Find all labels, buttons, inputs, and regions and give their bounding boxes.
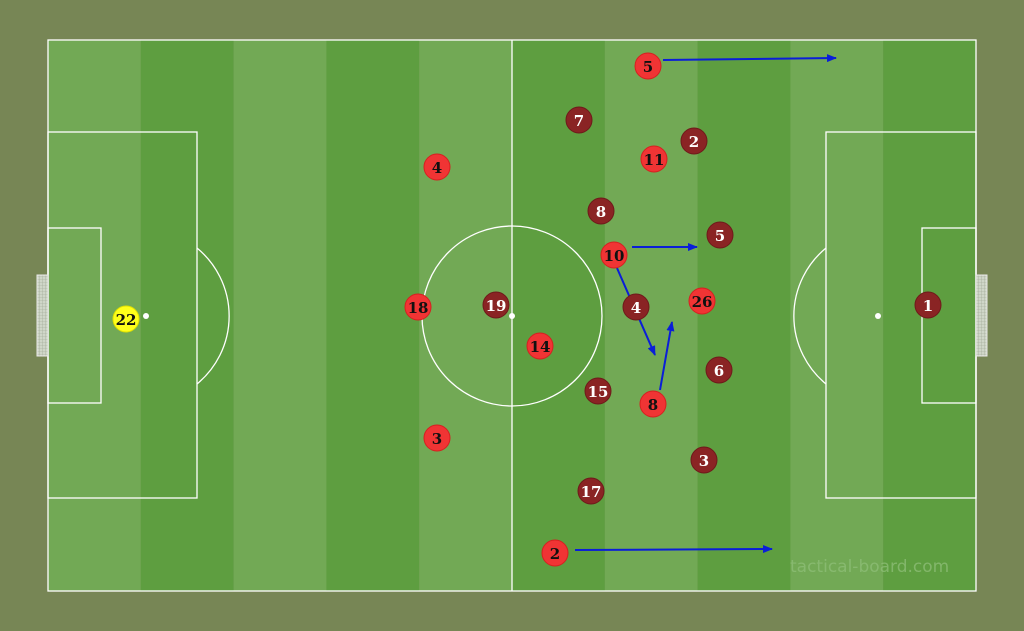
player-number: 26 xyxy=(692,293,713,311)
player-token-red[interactable]: 14 xyxy=(526,332,554,360)
player-token-red[interactable]: 2 xyxy=(541,539,569,567)
player-token-dark[interactable]: 7 xyxy=(565,106,593,134)
player-circle xyxy=(482,291,510,319)
pitch-stripe xyxy=(140,40,234,591)
player-circle xyxy=(404,293,432,321)
center-spot xyxy=(509,313,515,319)
left-goal-net xyxy=(36,274,49,357)
player-circle xyxy=(688,287,716,315)
player-circle xyxy=(112,305,140,333)
watermark: tactical-board.com xyxy=(790,557,949,577)
player-token-red[interactable]: 11 xyxy=(640,145,668,173)
player-token-red[interactable]: 3 xyxy=(423,424,451,452)
player-token-goalkeeper[interactable]: 22 xyxy=(112,305,140,333)
player-circle xyxy=(423,153,451,181)
player-token-red[interactable]: 8 xyxy=(639,390,667,418)
player-number: 7 xyxy=(574,112,584,130)
player-number: 14 xyxy=(530,338,551,356)
player-token-dark[interactable]: 4 xyxy=(622,293,650,321)
player-circle xyxy=(914,291,942,319)
player-number: 8 xyxy=(648,396,658,414)
player-number: 3 xyxy=(432,430,442,448)
player-number: 5 xyxy=(643,58,653,76)
player-circle xyxy=(705,356,733,384)
player-number: 8 xyxy=(596,203,606,221)
player-number: 6 xyxy=(714,362,724,380)
player-circle xyxy=(622,293,650,321)
player-number: 4 xyxy=(631,299,641,317)
player-circle xyxy=(526,332,554,360)
player-circle xyxy=(587,197,615,225)
player-circle xyxy=(577,477,605,505)
players: 5 4 11 10 18 26 14 8 3 2 7 2 8 5 19 4 15 6 3 17 1 22 xyxy=(112,52,942,567)
player-number: 22 xyxy=(116,311,137,329)
pitch-stripe xyxy=(790,40,884,591)
movement-arrow[interactable] xyxy=(659,321,675,391)
player-token-dark[interactable]: 1 xyxy=(914,291,942,319)
pitch-stripe xyxy=(697,40,791,591)
player-circle xyxy=(639,390,667,418)
player-number: 10 xyxy=(604,247,625,265)
pitch-stripes xyxy=(48,40,977,591)
player-token-red[interactable]: 5 xyxy=(634,52,662,80)
player-token-dark[interactable]: 5 xyxy=(706,221,734,249)
player-number: 2 xyxy=(689,133,699,151)
player-number: 2 xyxy=(550,545,560,563)
player-token-red[interactable]: 10 xyxy=(600,241,628,269)
player-circle xyxy=(680,127,708,155)
player-token-dark[interactable]: 2 xyxy=(680,127,708,155)
movement-arrow[interactable] xyxy=(662,54,837,63)
player-number: 17 xyxy=(581,483,602,501)
player-circle xyxy=(690,446,718,474)
player-circle xyxy=(584,377,612,405)
pitch-stripe xyxy=(326,40,420,591)
player-token-red[interactable]: 18 xyxy=(404,293,432,321)
player-token-red[interactable]: 26 xyxy=(688,287,716,315)
player-circle xyxy=(541,539,569,567)
right-penalty-spot xyxy=(875,313,881,319)
right-penalty-arc xyxy=(793,247,827,385)
player-token-dark[interactable]: 3 xyxy=(690,446,718,474)
player-number: 19 xyxy=(486,297,507,315)
player-circle xyxy=(565,106,593,134)
player-circle xyxy=(600,241,628,269)
player-circle xyxy=(640,145,668,173)
player-token-dark[interactable]: 19 xyxy=(482,291,510,319)
player-circle xyxy=(423,424,451,452)
player-number: 11 xyxy=(644,151,665,169)
pitch-stripe xyxy=(604,40,698,591)
player-circle xyxy=(706,221,734,249)
player-number: 3 xyxy=(699,452,709,470)
player-number: 18 xyxy=(408,299,429,317)
player-number: 5 xyxy=(715,227,725,245)
player-token-red[interactable]: 4 xyxy=(423,153,451,181)
player-token-dark[interactable]: 8 xyxy=(587,197,615,225)
player-token-dark[interactable]: 15 xyxy=(584,377,612,405)
pitch-stripe xyxy=(233,40,327,591)
player-circle xyxy=(634,52,662,80)
player-number: 1 xyxy=(923,297,933,315)
player-number: 4 xyxy=(432,159,442,177)
player-number: 15 xyxy=(588,383,609,401)
right-goal-net xyxy=(975,274,988,357)
player-token-dark[interactable]: 6 xyxy=(705,356,733,384)
player-token-dark[interactable]: 17 xyxy=(577,477,605,505)
left-penalty-spot xyxy=(143,313,149,319)
left-penalty-arc xyxy=(196,247,230,385)
movement-arrow[interactable] xyxy=(574,545,773,554)
